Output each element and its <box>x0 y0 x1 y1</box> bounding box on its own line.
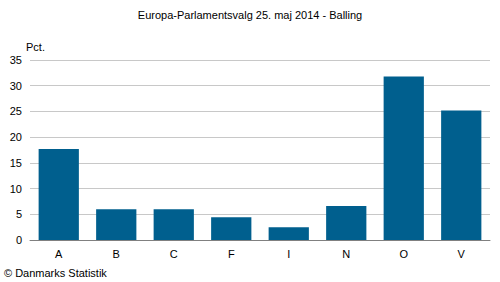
svg-text:30: 30 <box>10 80 22 92</box>
svg-text:Europa-Parlamentsvalg 25. maj: Europa-Parlamentsvalg 25. maj 2014 - Bal… <box>138 9 362 21</box>
svg-text:10: 10 <box>10 183 22 195</box>
svg-text:I: I <box>287 248 290 260</box>
svg-text:C: C <box>170 248 178 260</box>
svg-text:© Danmarks Statistik: © Danmarks Statistik <box>4 267 107 279</box>
svg-text:B: B <box>113 248 120 260</box>
svg-text:V: V <box>458 248 466 260</box>
svg-text:15: 15 <box>10 157 22 169</box>
svg-text:5: 5 <box>16 208 22 220</box>
svg-text:Pct.: Pct. <box>26 41 45 53</box>
svg-text:25: 25 <box>10 105 22 117</box>
svg-text:A: A <box>55 248 63 260</box>
svg-text:35: 35 <box>10 54 22 66</box>
svg-text:F: F <box>228 248 235 260</box>
svg-text:N: N <box>342 248 350 260</box>
svg-text:0: 0 <box>16 234 22 246</box>
svg-text:20: 20 <box>10 131 22 143</box>
svg-text:O: O <box>399 248 408 260</box>
